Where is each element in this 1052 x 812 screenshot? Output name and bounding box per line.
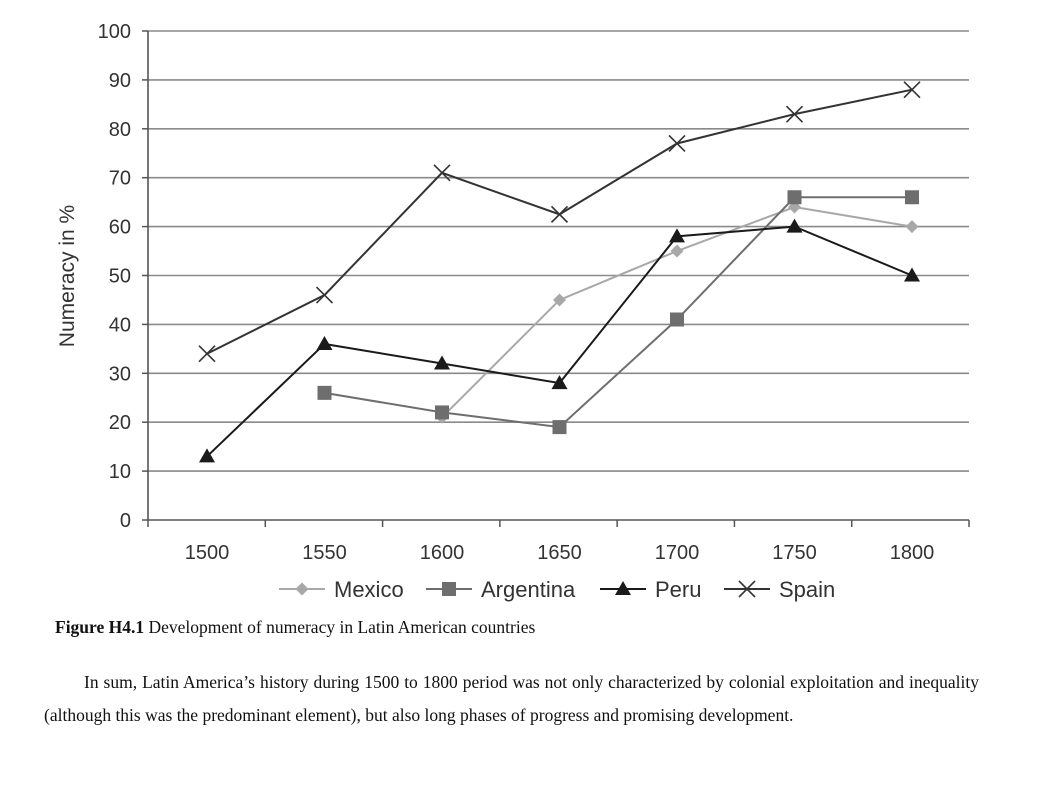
point-argentina-1750 — [787, 190, 802, 205]
point-mexico-1650 — [553, 293, 566, 307]
point-argentina-1650 — [552, 420, 567, 435]
point-mexico-1700 — [670, 244, 684, 258]
series-line-argentina — [324, 196, 912, 429]
legend-item-mexico: Mexico — [279, 577, 404, 602]
y-tick-label-60: 60 — [109, 217, 131, 239]
point-argentina-1550 — [317, 385, 332, 400]
point-spain-1700-b — [668, 134, 686, 153]
point-spain-1750 — [785, 105, 804, 123]
y-axis-title: Numeracy in % — [56, 205, 79, 347]
y-tick-label-90: 90 — [109, 70, 131, 92]
series-layer — [198, 81, 921, 463]
point-spain-1700 — [668, 134, 686, 153]
x-tick-label-1650: 1650 — [537, 542, 582, 564]
point-spain-1800-b — [903, 81, 921, 99]
point-spain-1500-b — [198, 345, 216, 363]
y-tick-label-50: 50 — [109, 266, 131, 288]
y-axis-ticks: 0 10 20 30 40 50 60 70 80 90 100 — [98, 21, 148, 532]
legend-label-mexico: Mexico — [334, 577, 404, 602]
point-spain-1600 — [433, 164, 451, 182]
legend-label-argentina: Argentina — [481, 577, 576, 602]
point-spain-1650-b — [550, 205, 569, 223]
point-spain-1750-b — [785, 105, 804, 123]
point-peru-1650 — [551, 375, 568, 390]
point-spain-1550-b — [315, 286, 334, 304]
point-peru-1750 — [786, 218, 803, 233]
point-spain-1650 — [550, 205, 569, 223]
legend: Mexico Argentina Peru Spain — [279, 577, 835, 602]
point-peru-1800 — [904, 267, 920, 282]
figure-caption: Figure H4.1 Development of numeracy in L… — [55, 617, 1015, 638]
y-tick-label-0: 0 — [120, 510, 131, 532]
x-axis-ticks: 1500 1550 1600 1650 1700 1750 1800 — [147, 520, 970, 564]
legend-label-spain: Spain — [779, 577, 835, 602]
point-mexico-1800 — [905, 220, 919, 234]
legend-marker-argentina — [442, 582, 456, 596]
y-tick-label-10: 10 — [109, 461, 131, 483]
legend-label-peru: Peru — [655, 577, 701, 602]
legend-marker-peru — [615, 581, 631, 595]
figure-label: Figure H4.1 — [55, 617, 145, 637]
y-tick-label-70: 70 — [109, 168, 131, 190]
legend-marker-spain — [738, 580, 756, 598]
legend-item-argentina: Argentina — [426, 577, 576, 602]
point-peru-1600 — [434, 355, 450, 370]
figure-caption-text: Development of numeracy in Latin America… — [144, 617, 536, 637]
point-peru-1700 — [669, 228, 685, 243]
x-tick-label-1600: 1600 — [420, 542, 465, 564]
y-tick-label-100: 100 — [98, 21, 131, 43]
point-peru-1550 — [316, 335, 333, 350]
x-tick-label-1700: 1700 — [655, 542, 700, 564]
point-argentina-1800 — [905, 190, 919, 205]
point-spain-1800 — [903, 81, 921, 99]
legend-marker-mexico — [295, 582, 309, 596]
point-peru-1500 — [199, 448, 215, 463]
point-spain-1550 — [315, 286, 334, 304]
y-tick-label-20: 20 — [109, 412, 131, 434]
x-tick-label-1800: 1800 — [890, 542, 935, 564]
y-tick-label-30: 30 — [109, 363, 131, 385]
x-tick-label-1750: 1750 — [772, 542, 817, 564]
x-tick-label-1550: 1550 — [302, 542, 347, 564]
point-spain-1500 — [198, 345, 216, 363]
point-argentina-1700 — [670, 312, 684, 327]
y-tick-label-80: 80 — [109, 119, 131, 141]
x-tick-label-1500: 1500 — [185, 542, 230, 564]
y-tick-label-40: 40 — [109, 314, 131, 336]
body-paragraph: In sum, Latin America’s history during 1… — [44, 672, 979, 725]
gridlines — [148, 30, 969, 472]
legend-item-spain: Spain — [724, 577, 835, 602]
point-argentina-1600 — [435, 405, 449, 420]
legend-item-peru: Peru — [600, 577, 701, 602]
legend-marker-spain-b — [738, 580, 756, 598]
point-spain-1600-b — [433, 164, 451, 182]
